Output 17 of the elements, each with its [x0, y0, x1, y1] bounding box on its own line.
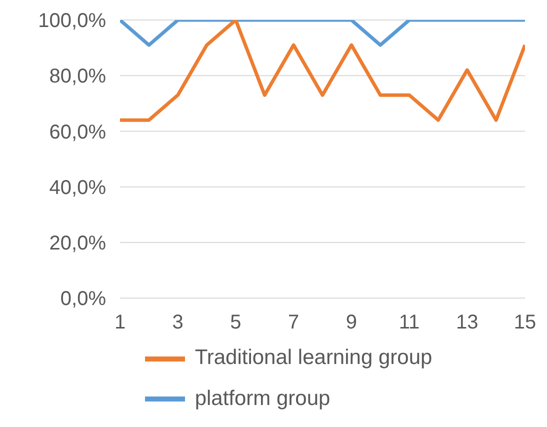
y-tick-label: 0,0%	[60, 288, 106, 310]
x-tick-label: 7	[288, 311, 300, 334]
x-tick-label: 9	[346, 311, 357, 334]
y-tick-label: 60,0%	[49, 121, 106, 144]
x-tick-label: 13	[456, 311, 478, 334]
y-tick-label: 100,0%	[38, 10, 106, 32]
x-tick-label: 1	[114, 311, 126, 334]
y-tick-label: 80,0%	[49, 66, 106, 88]
legend-label: Traditional learning group	[194, 346, 432, 370]
x-tick-label: 5	[230, 311, 242, 334]
x-tick-label: 3	[172, 311, 184, 334]
x-tick-label: 15	[514, 311, 536, 334]
legend-label: platform group	[194, 386, 330, 410]
y-tick-label: 40,0%	[49, 176, 106, 199]
y-tick-label: 20,0%	[49, 232, 106, 255]
x-tick-label: 11	[398, 311, 420, 334]
line-series	[120, 20, 525, 122]
